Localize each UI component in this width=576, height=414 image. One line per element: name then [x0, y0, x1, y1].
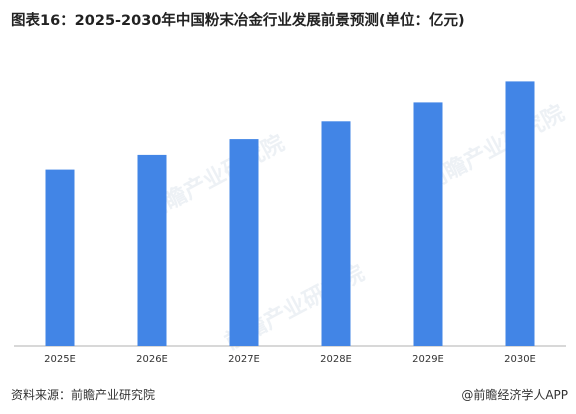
x-tick-label: 2025E	[44, 354, 76, 365]
x-tick-label: 2026E	[136, 354, 168, 365]
bar-2028E	[321, 121, 351, 346]
x-tick-label: 2030E	[504, 354, 536, 365]
watermark-logo: 前瞻产业研究院	[421, 100, 569, 195]
bar-2030E	[505, 81, 535, 347]
bars-group	[45, 81, 535, 347]
bar-2025E	[45, 169, 75, 346]
x-tick-labels: 2025E 2026E 2027E 2028E 2029E 2030E	[44, 354, 536, 365]
bar-2027E	[229, 139, 259, 346]
brand-label: @前瞻经济学人APP	[461, 388, 568, 402]
bar-2026E	[137, 154, 167, 346]
x-tick-label: 2028E	[320, 354, 352, 365]
chart-title: 图表16：2025-2030年中国粉末冶金行业发展前景预测(单位：亿元)	[11, 13, 465, 29]
source-note: 资料来源：前瞻产业研究院	[11, 388, 156, 402]
x-tick-label: 2029E	[412, 354, 444, 365]
x-tick-label: 2027E	[228, 354, 260, 365]
bar-2029E	[413, 102, 443, 347]
